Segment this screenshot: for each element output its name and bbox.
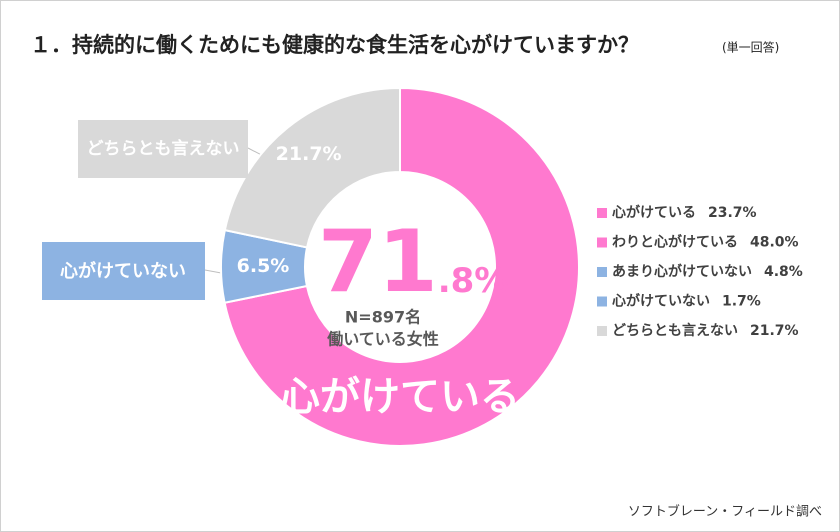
- legend-swatch: [597, 296, 607, 307]
- center-value-main: 71: [318, 212, 438, 312]
- legend-swatch: [597, 208, 607, 218]
- legend-entry: どちらとも言えない 21.7%: [612, 322, 799, 339]
- chart-subtitle: (単一回答): [722, 40, 779, 55]
- legend-name: どちらとも言えない: [612, 322, 738, 339]
- legend-value: 4.8%: [764, 264, 803, 280]
- legend-value: 23.7%: [708, 205, 757, 221]
- legend-entry: わりと心がけている 48.0%: [612, 234, 799, 251]
- category-label: 心がけていない: [60, 260, 186, 282]
- center-note: 働いている女性: [326, 330, 439, 349]
- legend-name: 心がけていない: [612, 293, 710, 310]
- slice-value-label: 6.5%: [237, 255, 290, 277]
- category-label: 心がけている: [280, 374, 520, 420]
- category-label: どちらとも言えない: [87, 138, 240, 159]
- slice-value-label: 21.7%: [276, 143, 342, 165]
- legend-entry: 心がけている 23.7%: [612, 204, 757, 221]
- legend-value: 1.7%: [722, 294, 761, 310]
- legend-name: わりと心がけている: [612, 234, 738, 251]
- legend-entry: 心がけていない 1.7%: [612, 293, 761, 310]
- center-note: N=897名: [345, 308, 421, 327]
- category-box: [42, 242, 205, 300]
- source: ソフトブレーン・フィールド調べ: [628, 504, 822, 520]
- legend-swatch: [597, 237, 607, 248]
- chart-title: １．持続的に働くためにも健康的な食生活を心がけていますか？: [30, 33, 639, 57]
- legend-name: あまり心がけていない: [612, 263, 752, 280]
- donut-slice: [223, 86, 401, 249]
- legend-entry: あまり心がけていない 4.8%: [612, 263, 803, 280]
- center-value: 71.8%: [318, 212, 508, 312]
- legend-name: 心がけている: [612, 204, 696, 221]
- category-box: [78, 120, 248, 178]
- legend-swatch: [597, 267, 607, 277]
- donut-slice: [223, 86, 580, 447]
- legend-swatch: [597, 326, 607, 336]
- center-value-sub: .8%: [438, 261, 509, 301]
- legend-value: 21.7%: [750, 323, 799, 339]
- legend-value: 48.0%: [750, 235, 799, 251]
